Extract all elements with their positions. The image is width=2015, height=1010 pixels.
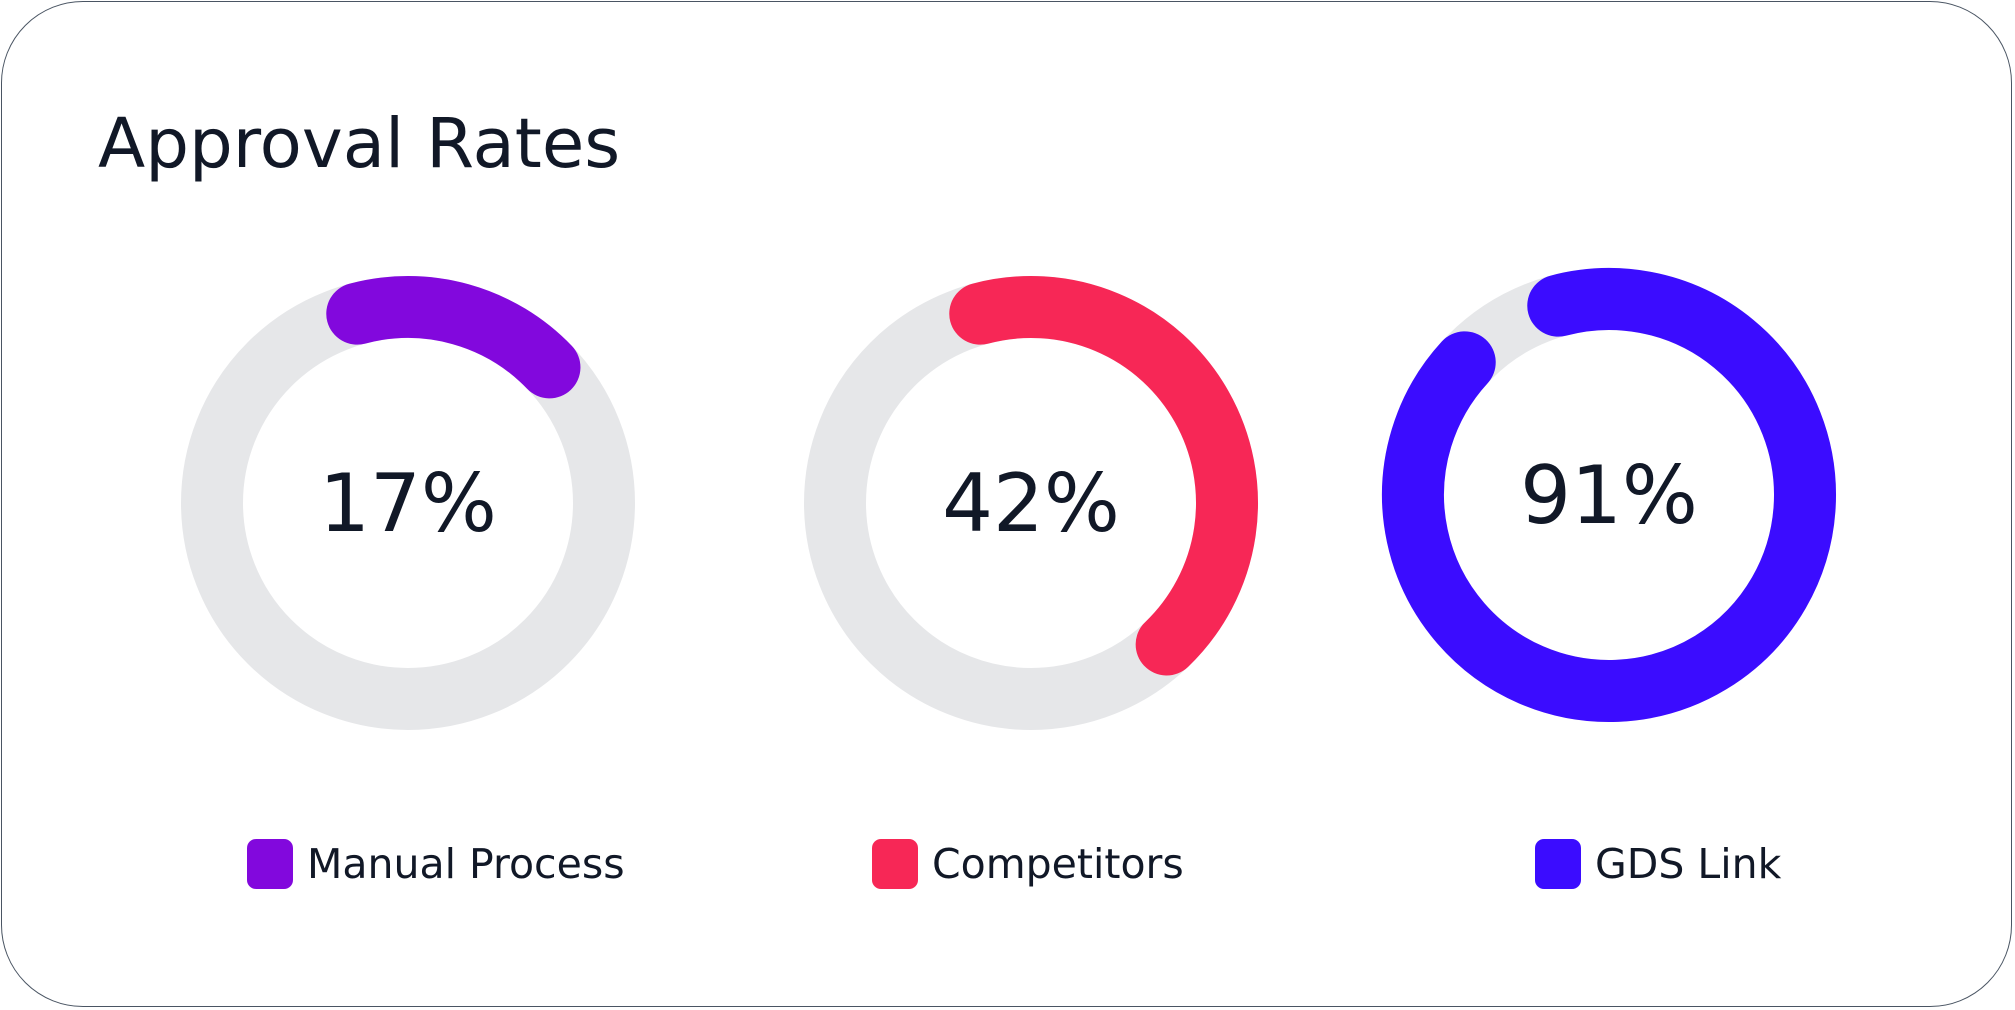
legend-label-gds-link: GDS Link bbox=[1595, 839, 1782, 888]
legend-item-competitors: Competitors bbox=[872, 838, 1184, 890]
legend-swatch-manual-process bbox=[247, 839, 293, 889]
legend-label-manual-process: Manual Process bbox=[307, 839, 625, 888]
donut-arc-gds-link bbox=[1382, 268, 1836, 722]
legend-item-manual-process: Manual Process bbox=[247, 838, 625, 890]
donut-arc-manual-process bbox=[326, 276, 581, 399]
donut-arc-competitors bbox=[949, 276, 1258, 676]
legend-item-gds-link: GDS Link bbox=[1535, 838, 1781, 890]
donut-value-label-manual-process: 17% bbox=[319, 457, 497, 550]
legend-swatch-competitors bbox=[872, 839, 918, 889]
card-title: Approval Rates bbox=[98, 104, 621, 184]
donut-value-label-gds-link: 91% bbox=[1520, 449, 1698, 542]
legend-swatch-gds-link bbox=[1535, 839, 1581, 889]
donut-value-label-competitors: 42% bbox=[942, 457, 1120, 550]
legend-label-competitors: Competitors bbox=[932, 839, 1184, 888]
